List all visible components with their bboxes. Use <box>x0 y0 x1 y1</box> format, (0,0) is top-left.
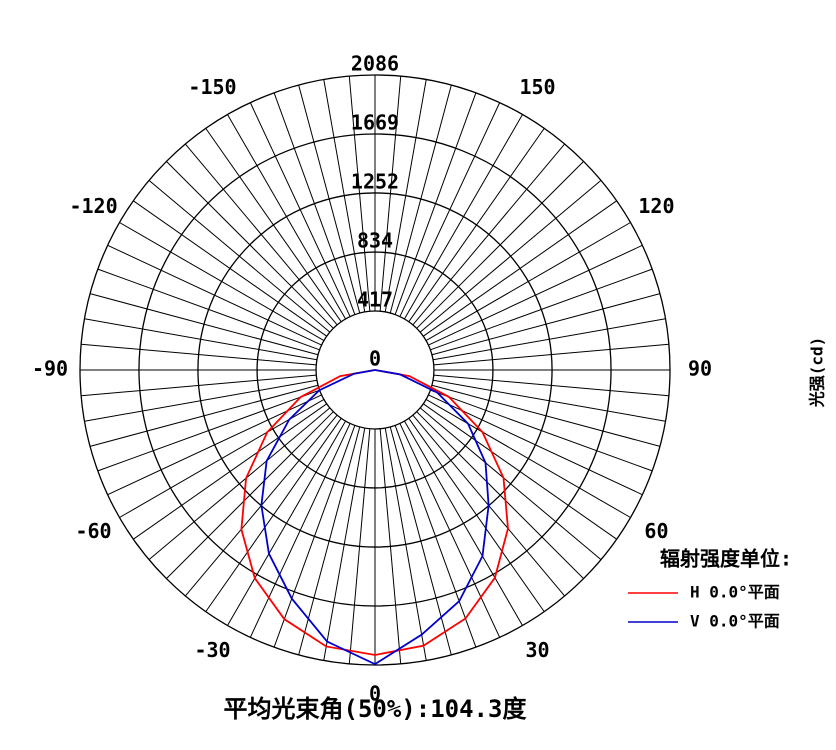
angle-tick-label: 30 <box>525 638 549 662</box>
r-tick-label: 1669 <box>351 110 399 134</box>
ring <box>315 310 435 430</box>
series-line <box>240 369 509 656</box>
angle-tick-label: -60 <box>75 519 111 543</box>
legend-label: H 0.0°平面 <box>690 583 780 602</box>
angle-tick-label: 0 <box>369 682 381 706</box>
angle-tick-label: 90 <box>688 357 712 381</box>
r-tick-label: 417 <box>357 288 393 312</box>
r-tick-label: 2086 <box>351 52 399 76</box>
r-tick-label: 0 <box>369 347 381 371</box>
legend-label: V 0.0°平面 <box>690 612 780 631</box>
angle-tick-label: -90 <box>32 357 68 381</box>
ring <box>138 133 612 607</box>
series-line <box>260 369 490 666</box>
chart-title: 平均光束角(50%):104.3度 <box>224 695 528 723</box>
angle-tick-label: 120 <box>638 194 674 218</box>
angle-tick-label: 60 <box>644 519 668 543</box>
legend-title: 辐射强度单位: <box>660 547 792 571</box>
r-tick-label: 1252 <box>351 169 399 193</box>
angle-tick-label: -120 <box>69 194 117 218</box>
r-tick-label: 834 <box>357 229 393 253</box>
axis-label: 光强(cd) <box>808 337 827 409</box>
angle-tick-label: -30 <box>194 638 230 662</box>
ring <box>256 251 494 489</box>
ring <box>197 192 553 548</box>
angle-tick-label: -150 <box>188 75 236 99</box>
angle-tick-label: 150 <box>519 75 555 99</box>
